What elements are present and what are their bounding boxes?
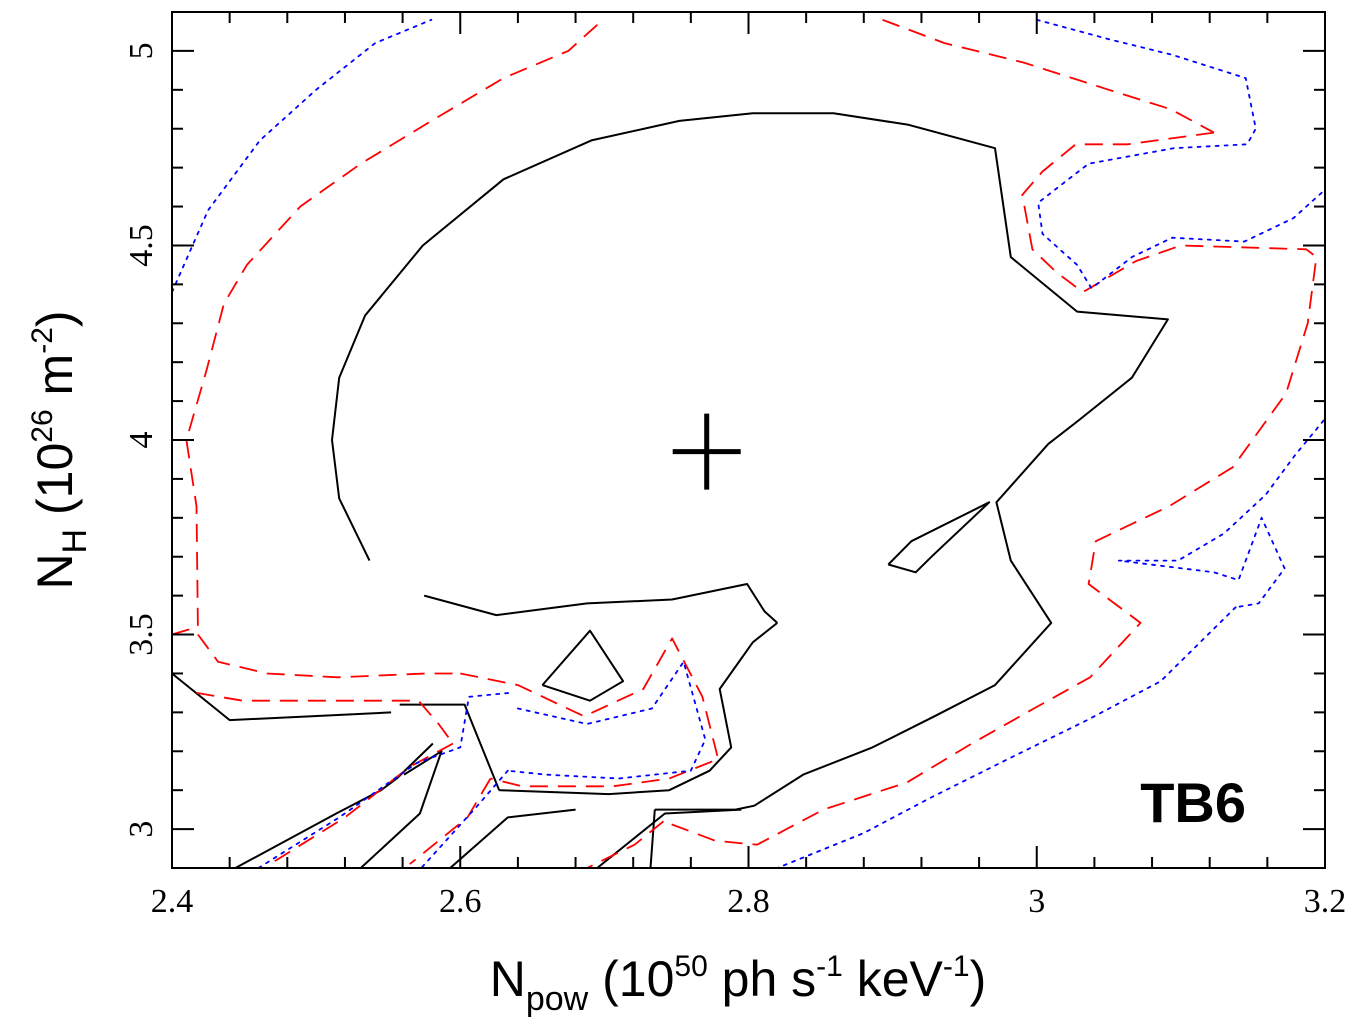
y-axis-title: NH (1026 m-2) <box>26 310 94 589</box>
contour-dashed-path-6 <box>409 778 492 865</box>
x-tick-label: 2.6 <box>439 883 482 920</box>
y-axis-title-sup1: 26 <box>26 409 59 442</box>
x-tick-label: 3.2 <box>1304 883 1347 920</box>
y-axis-title-sub: H <box>56 529 94 554</box>
x-axis-title-part4: ) <box>970 951 987 1007</box>
x-axis-title-sub: pow <box>526 980 589 1018</box>
contour-dashed-path-7 <box>196 692 454 745</box>
contour-dotted-path-2 <box>1118 419 1325 609</box>
contour-solid-path-5 <box>360 750 443 868</box>
contour-solid-path-1 <box>649 809 656 868</box>
contour-dotted-path-0 <box>172 18 433 293</box>
contour-dotted-path-5 <box>420 769 509 868</box>
contour-solid-path-8 <box>887 501 991 574</box>
contour-dashed-path-4 <box>197 633 461 679</box>
contour-dotted-path-4 <box>506 660 707 780</box>
contour-dashed-path-1 <box>882 18 1215 134</box>
contour-dashed-path-0 <box>172 19 604 636</box>
contour-solid-path-2 <box>423 583 778 624</box>
contour-dashed-path-2 <box>663 131 1318 846</box>
contours-layer <box>172 18 1325 868</box>
y-axis-title-part1: (10 <box>27 443 83 529</box>
x-axis-title-sup2: -1 <box>816 950 843 983</box>
contour-solid-path-7 <box>541 629 625 702</box>
y-axis-title-group: NH (1026 m-2) <box>26 310 94 589</box>
x-tick-label: 2.4 <box>151 883 194 920</box>
contour-solid-path-11 <box>596 808 742 868</box>
y-axis-title-base: N <box>27 553 83 589</box>
y-tick-label: 4.5 <box>123 224 160 266</box>
contour-dashed-path-3 <box>586 820 665 868</box>
x-axis-title-part1: (10 <box>588 951 674 1007</box>
best-fit-layer <box>672 413 741 490</box>
y-tick-label: 5 <box>123 42 160 59</box>
contour-dashed-path-5 <box>460 637 720 788</box>
x-axis-title-part2: ph s <box>708 951 816 1007</box>
x-axis-title: Npow (1050 ph s-1 keV-1) <box>490 950 987 1018</box>
contour-solid-path-6 <box>172 672 392 722</box>
contour-solid-path-0 <box>331 112 1169 811</box>
contour-solid-path-3 <box>499 622 778 796</box>
y-axis-title-part2: m <box>27 354 83 410</box>
y-axis-title-part3: ) <box>27 310 83 327</box>
x-axis-title-base: N <box>490 951 526 1007</box>
x-tick-label: 2.8 <box>727 883 770 920</box>
contour-dashed-path-8 <box>269 742 454 865</box>
x-axis-title-sup1: 50 <box>674 950 707 983</box>
y-tick-label: 3 <box>123 821 160 838</box>
panel-label: TB6 <box>1140 771 1246 834</box>
x-axis-title-part3: keV <box>843 951 944 1007</box>
ticks-layer <box>171 11 1326 869</box>
contour-solid-path-10 <box>449 808 576 868</box>
x-axis-title-sup3: -1 <box>943 950 970 983</box>
x-tick-label: 3 <box>1028 883 1045 920</box>
y-axis-title-sup2: -2 <box>26 327 59 354</box>
contour-dotted-path-1 <box>1035 18 1325 290</box>
y-tick-label: 3.5 <box>123 613 160 656</box>
tick-labels-layer: 2.4 2.6 2.8 3 3.2 3 3.5 4 4.5 5 <box>123 42 1346 920</box>
y-tick-label: 4 <box>123 432 160 449</box>
